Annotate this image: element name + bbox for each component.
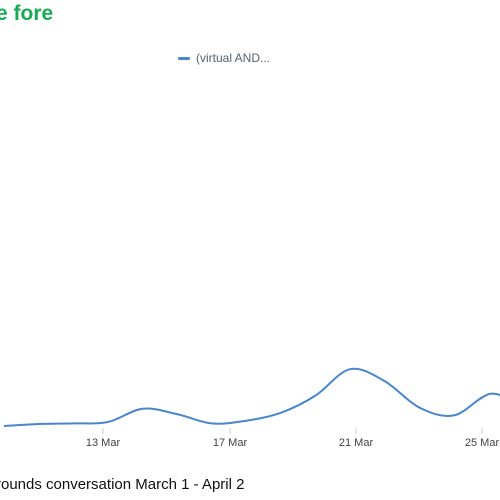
x-tick-label: 21 Mar: [339, 437, 374, 449]
chart-marks: [3, 367, 500, 427]
page-title: e fore: [0, 2, 54, 25]
x-axis-ticks: 13 Mar 17 Mar 21 Mar 25 Mar: [86, 428, 500, 449]
x-tick-label: 13 Mar: [86, 437, 121, 449]
legend[interactable]: (virtual AND...: [178, 50, 270, 66]
series-line: [3, 367, 500, 427]
x-tick-label: 25 Mar: [465, 437, 500, 449]
chart-caption: rounds conversation March 1 - April 2: [0, 476, 245, 493]
legend-swatch: [178, 56, 190, 60]
legend-label: (virtual AND...: [196, 51, 271, 65]
x-tick-label: 17 Mar: [213, 437, 248, 449]
